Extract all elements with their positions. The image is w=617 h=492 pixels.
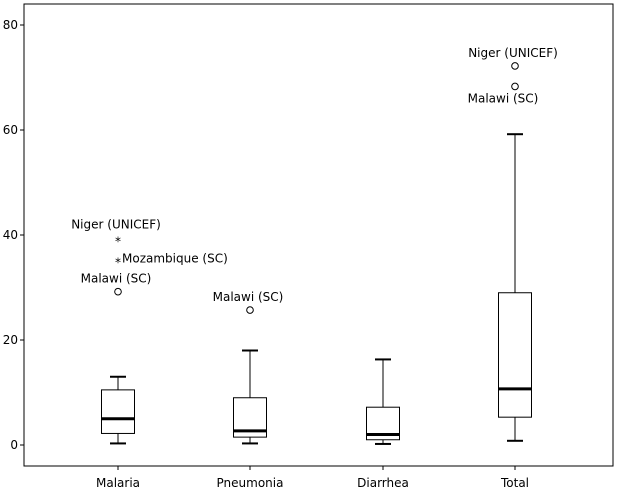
circle-marker [114, 287, 122, 296]
outlier-label: Malawi (SC) [81, 272, 152, 286]
y-tick-label: 40 [3, 228, 18, 242]
x-tick-label: Total [500, 476, 529, 490]
y-tick-label: 0 [10, 438, 18, 452]
box-iqr [498, 292, 532, 418]
y-axis: 0 20 40 60 80 [3, 18, 24, 452]
outlier-label: Malawi (SC) [213, 290, 284, 304]
circle-marker [511, 82, 519, 91]
y-tick-label: 60 [3, 123, 18, 137]
star-marker: * [115, 256, 121, 270]
box-pneumonia [233, 349, 267, 445]
box-malaria [101, 375, 135, 445]
box-series [101, 133, 532, 445]
x-axis: Malaria Pneumonia Diarrhea Total [96, 466, 529, 490]
box-diarrhea [366, 358, 400, 445]
box-iqr [101, 389, 135, 434]
outlier-point: Malawi (SC) [213, 290, 284, 314]
outlier-label: Malawi (SC) [468, 91, 539, 105]
x-tick-label: Malaria [96, 476, 140, 490]
outlier-point: Niger (UNICEF) [468, 46, 558, 70]
box-total [498, 133, 532, 442]
circle-marker [246, 306, 254, 314]
outlier-label: Niger (UNICEF) [468, 46, 558, 60]
outlier-point: Malawi (SC) [468, 82, 539, 105]
outlier-point: Malawi (SC) [81, 272, 152, 296]
outlier-label: Niger (UNICEF) [71, 218, 161, 232]
star-marker: * [115, 235, 121, 249]
outlier-label: Mozambique (SC) [122, 252, 228, 266]
outlier-point: * Mozambique (SC) [115, 252, 228, 270]
outlier-point: * Niger (UNICEF) [71, 218, 161, 249]
x-tick-label: Pneumonia [217, 476, 284, 490]
x-tick-label: Diarrhea [357, 476, 409, 490]
y-tick-label: 20 [3, 333, 18, 347]
outlier-series: * Niger (UNICEF) * Mozambique (SC) Malawi (S… [71, 46, 558, 314]
y-tick-label: 80 [3, 18, 18, 32]
circle-marker [511, 62, 519, 70]
